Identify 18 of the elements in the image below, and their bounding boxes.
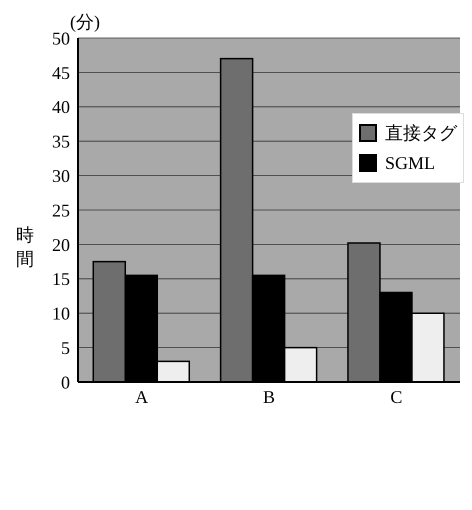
y-tick-label: 30 (52, 166, 70, 186)
y-tick-label: 5 (61, 338, 70, 358)
y-tick-label: 20 (52, 234, 70, 255)
legend-label: 直接タグ (385, 122, 457, 145)
x-tick-label: C (390, 386, 402, 407)
x-tick-label: A (135, 386, 148, 407)
y-tick-label: 25 (52, 200, 70, 220)
y-tick-label: 10 (52, 304, 70, 324)
y-tick-label: 50 (52, 28, 70, 48)
y-tick-label: 0 (61, 372, 70, 392)
text: (分) (70, 11, 100, 34)
legend-label: SGML (385, 152, 436, 175)
y-tick-label: 35 (52, 132, 70, 152)
x-tick-label: B (262, 386, 276, 407)
y-axis-title: 時間 (16, 224, 35, 271)
y-tick-label: 40 (52, 97, 70, 118)
y-tick-label: 15 (52, 269, 70, 290)
y-tick-label: 45 (52, 62, 70, 83)
